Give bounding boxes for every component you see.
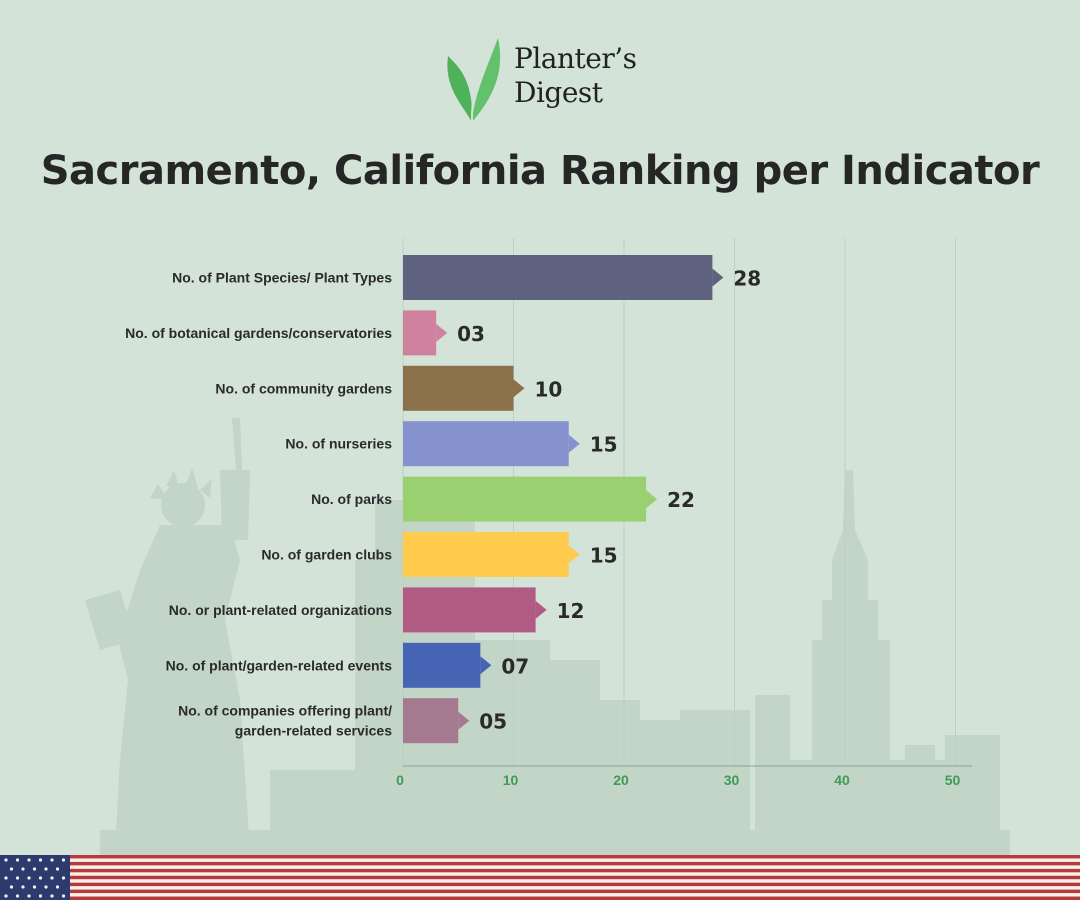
flag-stripe xyxy=(0,896,1080,900)
x-tick-label: 40 xyxy=(834,772,850,788)
bar-pointer xyxy=(535,600,547,619)
bar-pointer xyxy=(568,434,580,453)
flag-stripe xyxy=(0,879,1080,883)
bar xyxy=(403,532,569,577)
bar xyxy=(403,642,481,688)
page-title: Sacramento, California Ranking per Indic… xyxy=(40,148,1040,194)
bar-pointer xyxy=(458,711,470,730)
flag-star xyxy=(38,876,43,880)
flag-canton xyxy=(0,855,70,900)
flag-star xyxy=(15,876,20,880)
data-label: 15 xyxy=(590,433,618,457)
bar xyxy=(403,255,713,300)
flag-star xyxy=(44,867,48,871)
flag-star xyxy=(61,894,66,898)
flag-stripe xyxy=(0,865,1080,870)
flag-star xyxy=(50,876,54,880)
category-label: No. of companies offering plant/ xyxy=(178,703,392,719)
data-label: 12 xyxy=(557,599,585,623)
flag-star xyxy=(61,858,66,862)
flag-star xyxy=(55,867,60,871)
bar xyxy=(403,310,437,356)
bar-pointer xyxy=(568,545,580,564)
category-label: No. of Plant Species/ Plant Types xyxy=(172,270,392,286)
flag-star xyxy=(38,858,43,862)
bar-pointer xyxy=(480,656,492,675)
flag-star xyxy=(4,894,8,898)
flag-star xyxy=(15,894,20,898)
bar-pointer xyxy=(712,268,724,287)
brand-name-line1: Planter’s xyxy=(514,42,637,75)
us-flag-banner xyxy=(0,855,1080,900)
flag-stripe xyxy=(0,886,1080,890)
flag-star xyxy=(21,885,25,889)
brand-logo: Planter’s Digest xyxy=(440,36,650,126)
flag-stripe xyxy=(0,872,1080,876)
brand-name-line2: Digest xyxy=(514,76,603,109)
data-label: 15 xyxy=(590,544,618,568)
flag-star xyxy=(9,885,14,889)
data-label: 07 xyxy=(501,654,529,678)
bar xyxy=(403,365,514,411)
flag-star xyxy=(9,867,14,871)
x-tick-label: 20 xyxy=(613,772,629,788)
flag-star xyxy=(50,858,54,862)
flag-star xyxy=(38,894,43,898)
bar-pointer xyxy=(646,490,658,509)
flag-star xyxy=(27,858,31,862)
bar-pointer xyxy=(436,323,448,342)
flag-star xyxy=(44,885,48,889)
flag-star xyxy=(15,858,20,862)
flag-stripe xyxy=(0,889,1080,894)
bar xyxy=(403,587,536,633)
flag-star xyxy=(32,867,37,871)
flag-stripe xyxy=(0,882,1080,887)
category-label: No. of parks xyxy=(311,491,392,507)
x-tick-label: 30 xyxy=(724,772,740,788)
flag-star xyxy=(27,894,31,898)
flag-stripe xyxy=(0,893,1080,897)
category-label: No. of garden clubs xyxy=(261,547,392,563)
category-label: garden-related services xyxy=(235,723,392,739)
flag-star xyxy=(61,876,66,880)
flag-stripe xyxy=(0,868,1080,873)
data-label: 03 xyxy=(457,322,485,346)
flag-star xyxy=(4,876,8,880)
category-label: No. of plant/garden-related events xyxy=(166,657,393,673)
data-label: 28 xyxy=(733,267,761,291)
flag-stripe xyxy=(0,861,1080,866)
data-label: 22 xyxy=(667,488,695,512)
flag-star xyxy=(32,885,37,889)
leaf-icon xyxy=(447,38,501,123)
flag-stripe xyxy=(0,875,1080,880)
category-label: No. of nurseries xyxy=(285,436,392,452)
flag-star xyxy=(27,876,31,880)
data-label: 10 xyxy=(535,377,563,401)
category-label: No. of botanical gardens/conservatories xyxy=(125,325,392,341)
bar xyxy=(403,421,569,467)
bar xyxy=(403,698,459,744)
x-tick-label: 50 xyxy=(945,772,961,788)
data-label: 05 xyxy=(479,710,507,734)
x-tick-label: 0 xyxy=(396,772,404,788)
flag-star xyxy=(55,885,60,889)
flag-star xyxy=(21,867,25,871)
flag-stripe xyxy=(0,858,1080,863)
bar xyxy=(403,476,647,522)
x-tick-label: 10 xyxy=(503,772,519,788)
flag-star xyxy=(4,858,8,862)
category-label: No. of community gardens xyxy=(215,380,392,396)
flag-stripe xyxy=(0,855,1080,859)
category-label: No. or plant-related organizations xyxy=(169,602,392,618)
flag-star xyxy=(50,894,54,898)
bar-pointer xyxy=(513,379,525,398)
